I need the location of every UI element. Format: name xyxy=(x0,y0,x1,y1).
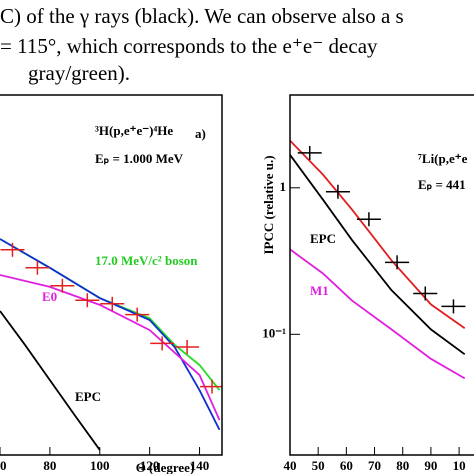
x-tick-label: 80 xyxy=(396,458,409,473)
x-tick-label: 80 xyxy=(43,458,56,473)
curve xyxy=(290,139,466,329)
legend-label: E0 xyxy=(42,289,57,304)
curve xyxy=(0,238,221,431)
legend-label: 17.0 MeV/c² boson xyxy=(95,253,198,268)
plot-area xyxy=(290,139,466,380)
plot-frame xyxy=(0,94,223,456)
y-axis-label: IPCC (relative u.) xyxy=(261,155,276,254)
x-tick-label: 140 xyxy=(190,458,210,473)
annotation: Eₚ = 441 xyxy=(418,177,466,192)
legend-label: M1 xyxy=(310,283,329,298)
annotation: Eₚ = 1.000 MeV xyxy=(95,151,184,166)
text-line: gray/green). xyxy=(28,61,130,85)
x-tick-label: 100 xyxy=(90,458,110,473)
annotation: a) xyxy=(195,126,206,141)
x-tick-label: 60 xyxy=(340,458,353,473)
curve xyxy=(290,248,466,380)
text-line: C) of the γ rays (black). We can observe… xyxy=(0,4,404,28)
annotation: ⁷Li(p,e⁺e xyxy=(418,151,468,166)
x-tick-label: 120 xyxy=(140,458,160,473)
curve xyxy=(0,310,101,451)
y-tick-label: 10⁻¹ xyxy=(262,325,286,340)
x-tick-label: 70 xyxy=(368,458,381,473)
x-tick-label: 90 xyxy=(424,458,437,473)
x-tick-label: 60 xyxy=(0,458,6,473)
curve xyxy=(290,154,466,356)
x-axis-label: Θ (degree) xyxy=(136,460,195,474)
x-tick-label: 40 xyxy=(284,458,297,473)
plot-frame xyxy=(289,94,474,456)
text-line: = 115°, which corresponds to the e⁺e⁻ de… xyxy=(0,34,378,58)
legend-label: EPC xyxy=(310,231,336,246)
annotation: ³H(p,e⁺e⁻)⁴He xyxy=(95,123,173,138)
curve xyxy=(0,274,221,421)
plot-area xyxy=(0,238,222,451)
x-tick-label: 50 xyxy=(312,458,325,473)
legend-label: EPC xyxy=(75,389,101,404)
y-tick-label: 1 xyxy=(280,179,287,194)
x-tick-label: 10 xyxy=(453,458,466,473)
